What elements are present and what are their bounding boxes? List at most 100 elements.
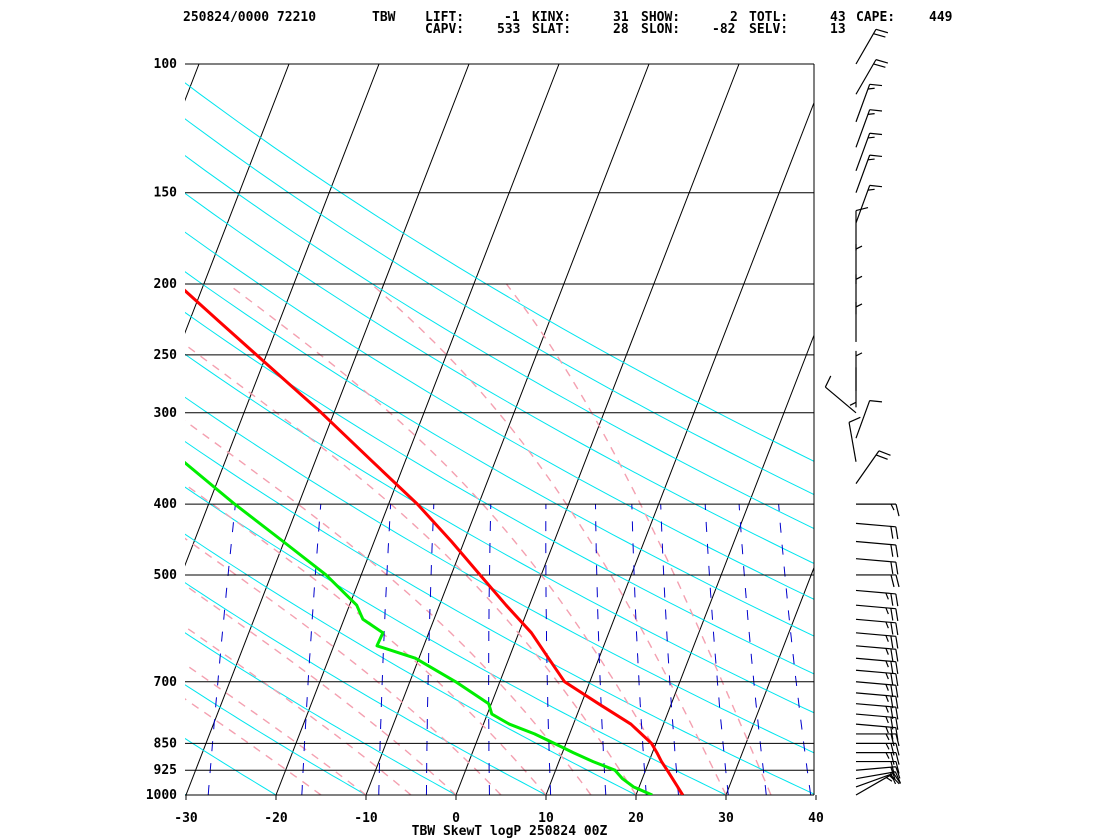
wind-barb-flag bbox=[890, 752, 895, 765]
wind-barb bbox=[855, 244, 863, 285]
wind-barb-flag bbox=[873, 63, 886, 68]
dry-adiabat-line bbox=[185, 486, 728, 795]
wind-barb-flag bbox=[890, 608, 894, 621]
wind-barb-flag bbox=[895, 593, 899, 607]
totl-label: TOTL: bbox=[749, 10, 789, 25]
pressure-tick-label: 100 bbox=[154, 57, 178, 72]
moist-adiabat-line bbox=[185, 698, 322, 795]
wind-barb-flag bbox=[885, 716, 889, 724]
capv-label: CAPV: bbox=[425, 22, 465, 37]
chart-title: TBW SkewT logP 250824 00Z bbox=[412, 824, 608, 839]
wind-barb bbox=[855, 558, 899, 575]
wind-barb-flag bbox=[890, 503, 895, 511]
wind-barb-flag bbox=[890, 561, 894, 575]
wind-barb-flag bbox=[895, 717, 899, 730]
wind-barb-flag bbox=[855, 275, 863, 280]
wind-barb-flag bbox=[895, 733, 900, 747]
wind-barb-flag bbox=[890, 733, 895, 747]
moist-adiabat-line bbox=[185, 483, 547, 795]
wind-barb-flag bbox=[878, 450, 891, 456]
wind-barb-flag bbox=[855, 207, 869, 212]
wind-barb-flag bbox=[885, 743, 890, 750]
wind-barb bbox=[855, 350, 863, 391]
moist-adiabat-line bbox=[185, 663, 367, 795]
wind-barb-flag bbox=[895, 727, 899, 740]
wind-barb-flag bbox=[895, 608, 899, 622]
moist-adiabat-line bbox=[185, 343, 637, 795]
wind-barb-flag bbox=[885, 621, 889, 629]
mixing-ratio-line bbox=[595, 504, 607, 795]
wind-barb-flag bbox=[890, 544, 894, 557]
wind-barb-flag bbox=[875, 454, 888, 460]
wind-barb-flag bbox=[895, 503, 900, 517]
wind-barb-flag bbox=[848, 416, 861, 423]
wind-barb bbox=[855, 681, 899, 698]
wind-barb-staff bbox=[855, 29, 877, 65]
wind-barb-staff bbox=[855, 723, 896, 729]
wind-barb-flag bbox=[873, 33, 886, 38]
wind-barb-staff bbox=[855, 558, 896, 563]
temperature-tick-label: 40 bbox=[808, 811, 824, 826]
wind-barb-flag bbox=[895, 766, 901, 779]
kinx-label: KINX: bbox=[532, 10, 572, 25]
wind-barb-flag bbox=[885, 684, 889, 691]
wind-barb-flag bbox=[869, 109, 883, 112]
wind-barb-flag bbox=[869, 184, 883, 188]
wind-barb bbox=[855, 604, 899, 622]
wind-barb-staff bbox=[855, 632, 896, 637]
wind-barb bbox=[855, 703, 899, 720]
pressure-tick-label: 1000 bbox=[146, 788, 177, 803]
slat-value: 28 bbox=[613, 22, 629, 37]
wind-barb-flag bbox=[885, 648, 889, 655]
wind-barb bbox=[855, 400, 883, 439]
mixing-ratio-line bbox=[631, 504, 647, 795]
sounding-indices-header: 250824/0000 72210 TBW LIFT: -1 KINX: 31 … bbox=[0, 0, 1120, 40]
wind-barb bbox=[855, 109, 883, 148]
isotherm-line bbox=[185, 64, 380, 567]
wind-barb-staff bbox=[848, 422, 857, 462]
wind-barb-staff bbox=[855, 450, 880, 484]
wind-barb bbox=[855, 766, 901, 780]
wind-barb bbox=[855, 59, 889, 95]
kinx-value: 31 bbox=[613, 10, 629, 25]
wind-barb bbox=[824, 375, 857, 414]
wind-barb-flag bbox=[895, 696, 899, 709]
mixing-ratio-line bbox=[207, 504, 236, 795]
isotherm-line bbox=[816, 64, 1099, 795]
mixing-ratio-line bbox=[778, 504, 812, 795]
wind-barb-flag bbox=[895, 526, 899, 540]
moist-adiabat-line bbox=[185, 584, 457, 795]
wind-barb bbox=[855, 207, 869, 251]
temperature-tick-label: 30 bbox=[718, 811, 734, 826]
wind-barb-flag bbox=[855, 245, 863, 250]
moist-adiabat-line bbox=[185, 419, 592, 795]
wind-barb-staff bbox=[855, 400, 871, 439]
dry-adiabat-line bbox=[185, 396, 814, 754]
wind-barb-flag bbox=[890, 622, 894, 635]
wind-barb-staff bbox=[855, 657, 896, 663]
wind-barb bbox=[855, 450, 891, 484]
isotherm-line bbox=[725, 566, 814, 795]
moist-adiabat-line bbox=[185, 625, 412, 795]
cape-label: CAPE: bbox=[856, 10, 896, 25]
wind-barb bbox=[855, 589, 899, 607]
wind-barb-flag bbox=[885, 592, 889, 600]
mixing-ratio-line bbox=[660, 504, 679, 795]
dry-adiabat-line bbox=[185, 155, 814, 530]
wind-barb-staff bbox=[824, 386, 857, 414]
wind-barb-staff bbox=[855, 692, 896, 697]
dewpoint-profile-line bbox=[185, 460, 653, 795]
isotherm-line bbox=[545, 101, 814, 795]
wind-barb-flag bbox=[895, 562, 899, 575]
wind-barb-staff bbox=[855, 109, 871, 148]
wind-barb-flag bbox=[890, 761, 895, 774]
pressure-tick-label: 300 bbox=[154, 406, 178, 421]
wind-barb-flag bbox=[855, 352, 863, 357]
slon-label: SLON: bbox=[641, 22, 681, 37]
wind-barb bbox=[848, 416, 861, 462]
wind-barb bbox=[855, 645, 899, 662]
wind-barb-flag bbox=[895, 636, 899, 649]
wind-barb bbox=[855, 540, 899, 558]
wind-barb-flag bbox=[889, 772, 897, 785]
